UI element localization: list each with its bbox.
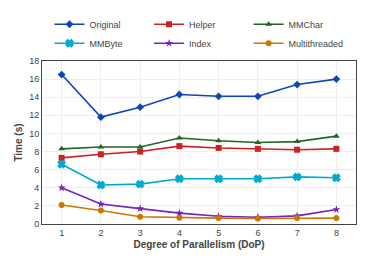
svg-text:Original: Original <box>90 20 121 30</box>
svg-text:Index: Index <box>189 39 212 49</box>
svg-text:8: 8 <box>334 228 339 238</box>
svg-text:2: 2 <box>98 228 103 238</box>
svg-text:12: 12 <box>29 110 39 120</box>
svg-text:14: 14 <box>29 92 39 102</box>
svg-text:8: 8 <box>34 147 39 157</box>
svg-text:4: 4 <box>177 228 182 238</box>
svg-text:18: 18 <box>29 56 39 66</box>
svg-text:6: 6 <box>34 165 39 175</box>
svg-text:5: 5 <box>216 228 221 238</box>
svg-text:1: 1 <box>59 228 64 238</box>
svg-text:MMByte: MMByte <box>90 39 123 49</box>
svg-text:6: 6 <box>255 228 260 238</box>
svg-text:Time (s): Time (s) <box>13 123 24 161</box>
svg-text:2: 2 <box>34 201 39 211</box>
svg-text:Helper: Helper <box>189 20 216 30</box>
svg-text:4: 4 <box>34 183 39 193</box>
svg-text:Multithreaded: Multithreaded <box>289 39 344 49</box>
svg-text:3: 3 <box>138 228 143 238</box>
svg-text:7: 7 <box>295 228 300 238</box>
svg-text:Degree of Parallelism (DoP): Degree of Parallelism (DoP) <box>133 239 264 250</box>
svg-text:MMChar: MMChar <box>289 20 324 30</box>
svg-text:10: 10 <box>29 129 39 139</box>
svg-text:0: 0 <box>34 219 39 229</box>
svg-text:16: 16 <box>29 74 39 84</box>
